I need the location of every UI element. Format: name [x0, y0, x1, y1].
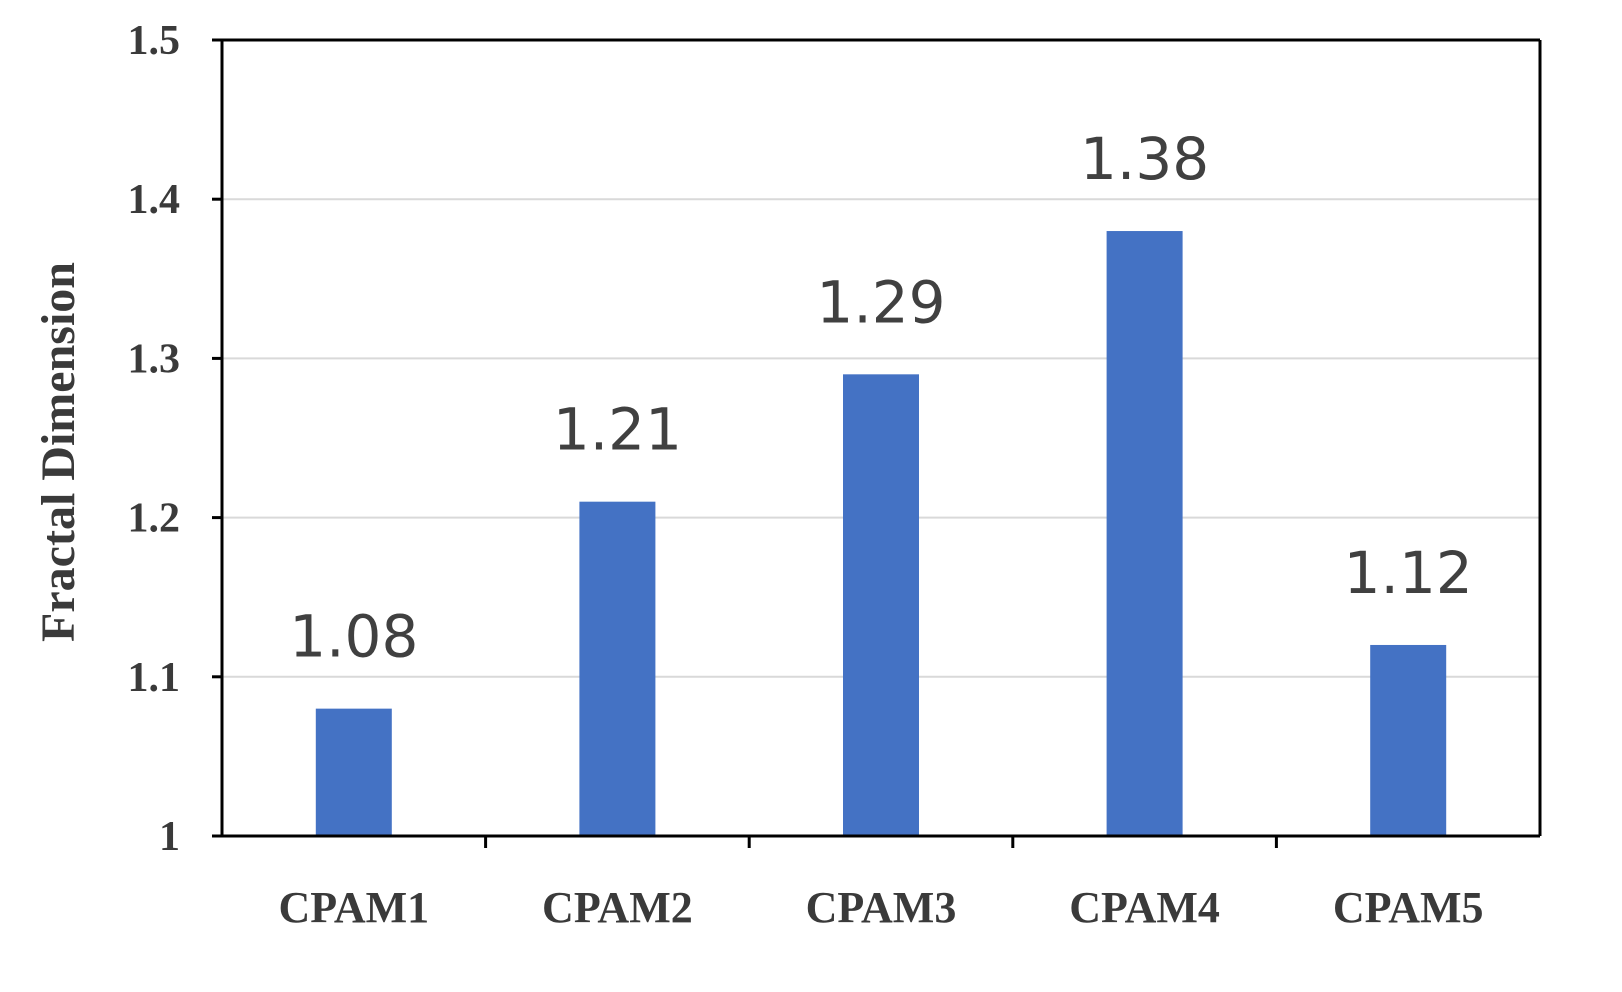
- data-label: 1.21: [553, 396, 682, 464]
- bar-cpam5: [1370, 644, 1447, 836]
- y-tick-label: 1.1: [128, 655, 181, 701]
- x-tick-label: CPAM2: [542, 883, 693, 932]
- x-tick-label: CPAM4: [1069, 883, 1220, 932]
- y-tick-label: 1.3: [128, 336, 181, 382]
- labels: 1 1.1 1.2 1.3 1.4 1.5 1.08 CPAM1 1.21 CPAM2 1.29 CP…: [128, 18, 1484, 932]
- x-tick-label: CPAM1: [278, 883, 429, 932]
- x-tick-label: CPAM5: [1333, 883, 1484, 932]
- bar-cpam2: [579, 501, 656, 836]
- y-axis-title: Fractal Dimension: [32, 262, 85, 642]
- axes: [212, 38, 1542, 848]
- data-label: 1.29: [816, 268, 945, 336]
- data-label: 1.08: [289, 603, 418, 671]
- data-label: 1.12: [1344, 539, 1473, 607]
- y-tick-label: 1.5: [128, 18, 181, 64]
- bar-cpam3: [843, 374, 919, 836]
- y-tick-label: 1.2: [128, 496, 181, 542]
- bar-cpam4: [1106, 231, 1183, 837]
- x-tick-label: CPAM3: [806, 883, 957, 932]
- bars: [315, 231, 1447, 837]
- data-label: 1.38: [1080, 125, 1209, 193]
- y-tick-label: 1.4: [128, 177, 181, 223]
- y-tick-label: 1: [159, 814, 180, 860]
- bar-cpam1: [315, 708, 392, 836]
